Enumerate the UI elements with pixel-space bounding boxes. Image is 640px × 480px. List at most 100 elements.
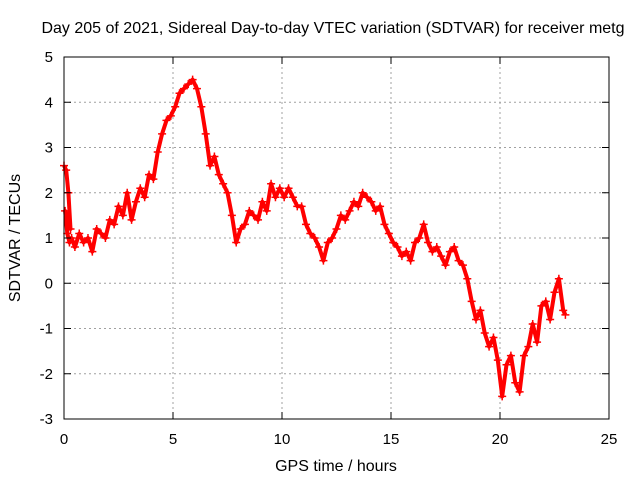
data-point [432, 243, 441, 252]
data-point [149, 175, 158, 184]
data-point [83, 234, 92, 242]
y-tick-label: 0 [45, 275, 53, 292]
axis-ticks: 0 5 10 15 20 25 -3 -2 -1 0 1 2 3 4 5 [40, 49, 618, 448]
data-point [236, 224, 245, 233]
data-point [306, 229, 315, 238]
data-point [179, 84, 188, 93]
x-tick-label: 0 [60, 431, 68, 448]
data-point [528, 319, 537, 328]
data-point [101, 234, 110, 242]
y-tick-label: 5 [45, 49, 53, 66]
data-point [561, 310, 570, 319]
data-point [158, 129, 167, 138]
data-point [219, 179, 228, 188]
y-tick-label: 4 [45, 94, 53, 111]
data-point [546, 315, 555, 324]
data-point [550, 288, 559, 297]
data-point [127, 215, 136, 224]
data-point [328, 234, 337, 242]
data-point [197, 102, 206, 111]
data-point [267, 179, 276, 188]
data-point [110, 220, 119, 229]
data-point [210, 152, 219, 161]
data-point [472, 315, 481, 324]
data-point [450, 243, 459, 252]
y-tick-label: 1 [45, 230, 53, 247]
data-point [280, 193, 289, 202]
data-point [467, 297, 476, 306]
data-point [524, 342, 533, 351]
data-point [240, 220, 249, 229]
data-point [554, 274, 563, 283]
data-point [254, 215, 263, 224]
data-point [192, 84, 201, 93]
data-point [284, 184, 293, 193]
data-point [393, 243, 402, 252]
data-point [288, 193, 297, 202]
data-point [61, 206, 70, 215]
data-point [214, 170, 223, 179]
data-point [319, 256, 328, 265]
data-point [206, 161, 215, 170]
data-point [88, 247, 97, 256]
data-point [402, 247, 411, 256]
data-point [136, 184, 145, 193]
data-point [349, 197, 358, 206]
gridlines [64, 57, 609, 419]
data-point [480, 329, 489, 338]
data-point [310, 234, 319, 242]
x-tick-label: 5 [169, 431, 177, 448]
data-point [410, 238, 419, 247]
y-tick-label: -3 [40, 411, 53, 428]
data-point [367, 197, 376, 206]
x-axis-label: GPS time / hours [275, 458, 397, 475]
data-point [489, 333, 498, 342]
data-point [175, 89, 184, 98]
data-point [541, 297, 550, 306]
data-point [406, 256, 415, 265]
data-point [332, 224, 341, 233]
data-point [201, 129, 210, 138]
data-point [162, 116, 171, 125]
data-point [415, 234, 424, 242]
data-point [323, 238, 332, 247]
data-point [454, 256, 463, 265]
data-point [223, 188, 232, 197]
y-axis-label: SDTVAR / TECUs [7, 174, 24, 302]
data-point [498, 392, 507, 401]
data-point [97, 229, 106, 238]
data-point [79, 238, 88, 247]
data-point [506, 351, 515, 360]
data-point [301, 220, 310, 229]
data-point [358, 188, 367, 197]
data-point [184, 80, 193, 89]
data-point [502, 360, 511, 369]
data-point [336, 211, 345, 220]
data-point [232, 238, 241, 247]
y-tick-label: 3 [45, 140, 53, 157]
data-point [105, 215, 114, 224]
data-point [485, 342, 494, 351]
data-point [131, 197, 140, 206]
chart-title: Day 205 of 2021, Sidereal Day-to-day VTE… [41, 20, 624, 37]
data-point [140, 193, 149, 202]
data-point [245, 206, 254, 215]
data-point [65, 238, 74, 247]
data-point [166, 111, 175, 120]
data-point [354, 202, 363, 211]
data-point [519, 351, 528, 360]
y-tick-label: 2 [45, 185, 53, 202]
data-point [376, 202, 385, 211]
x-tick-label: 20 [492, 431, 509, 448]
x-tick-label: 25 [601, 431, 618, 448]
data-point [419, 220, 428, 229]
data-point [92, 224, 101, 233]
data-point [476, 306, 485, 315]
data-point [315, 243, 324, 252]
data-point [75, 229, 84, 238]
data-point [424, 238, 433, 247]
data-point [258, 197, 267, 206]
data-point [493, 356, 502, 365]
data-point [371, 206, 380, 215]
